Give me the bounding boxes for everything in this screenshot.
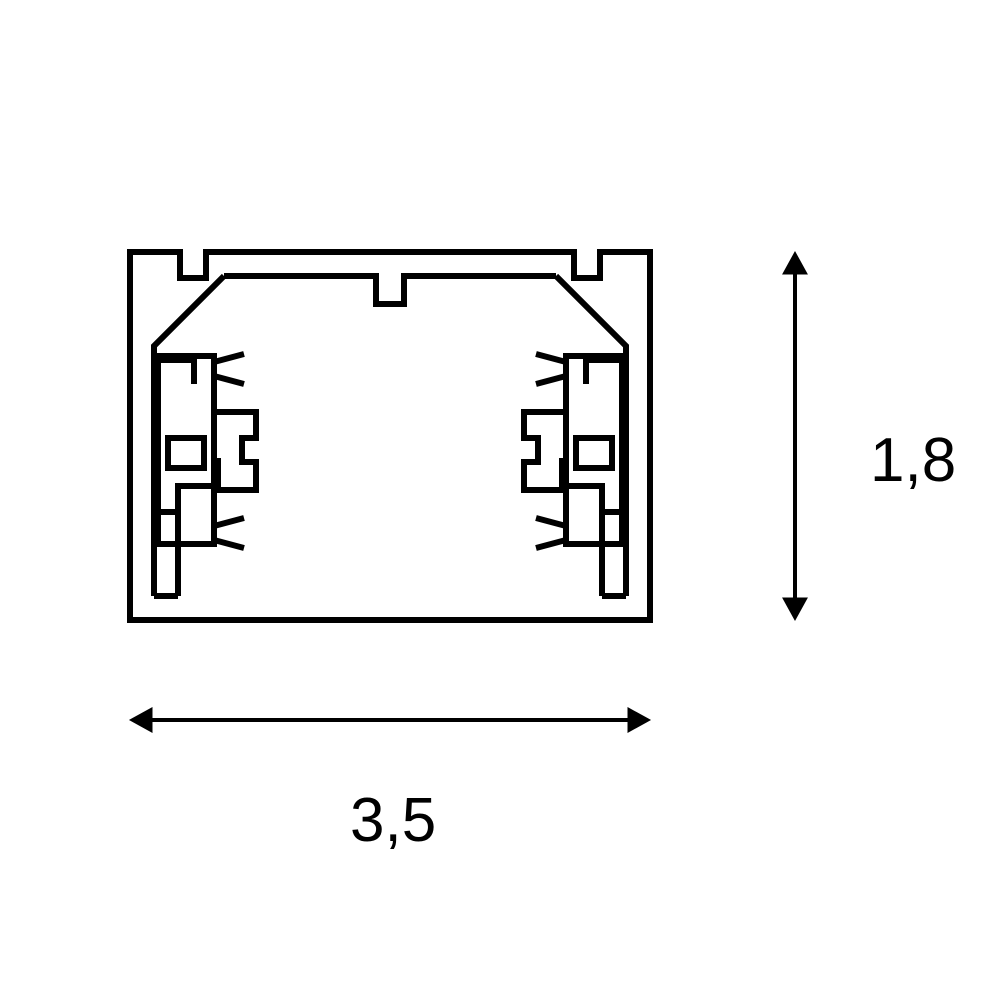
dimension-height-arrow-top [783, 252, 807, 274]
dimension-height-arrow-bottom [783, 598, 807, 620]
profile-outer [130, 252, 650, 620]
connector-left-window [168, 438, 204, 468]
technical-drawing-svg [0, 0, 1000, 1000]
inner-left-upper [154, 276, 224, 360]
dimension-width-arrow-right [628, 708, 650, 732]
connector-right-bot-prong-b [536, 540, 566, 548]
connector-left-top-prong-a [214, 354, 244, 362]
connector-left-top-prong-b [214, 376, 244, 384]
connector-right-bot-prong-a [536, 518, 566, 526]
dimension-width-label: 3,5 [350, 790, 436, 852]
connector-left-bot-prong-a [214, 518, 244, 526]
dimension-width-arrow-left [130, 708, 152, 732]
inner-right-upper [556, 276, 626, 360]
inner-top [224, 276, 556, 304]
diagram-stage: 3,5 1,8 [0, 0, 1000, 1000]
connector-left-bot-prong-b [214, 540, 244, 548]
connector-right-window [576, 438, 612, 468]
connector-right-top-prong-a [536, 354, 566, 362]
dimension-height-label: 1,8 [870, 430, 956, 492]
connector-right-top-prong-b [536, 376, 566, 384]
